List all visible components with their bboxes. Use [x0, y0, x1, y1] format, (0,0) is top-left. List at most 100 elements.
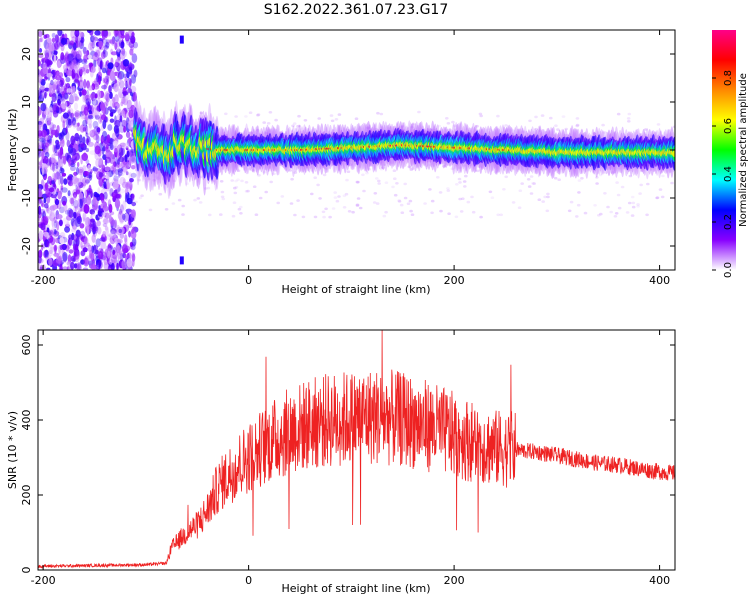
heatmap-faint-speck	[239, 205, 243, 209]
heatmap-noise-speck	[87, 85, 94, 91]
heatmap-noise-speck	[92, 129, 96, 134]
heatmap-faint-speck	[355, 180, 360, 184]
heatmap-noise-speck	[100, 239, 106, 250]
heatmap-noise-speck	[76, 166, 79, 175]
heatmap-noise-speck	[106, 235, 112, 240]
heatmap-noise-speck	[102, 49, 108, 58]
heatmap-noise-speck	[55, 150, 60, 157]
heatmap-noise-speck	[105, 146, 111, 153]
heatmap-noise-speck	[100, 203, 105, 210]
heatmap-noise-speck	[117, 168, 124, 174]
heatmap-noise-speck	[46, 115, 49, 123]
heatmap-faint-speck	[152, 179, 156, 182]
heatmap-noise-speck	[129, 178, 134, 183]
heatmap-faint-speck	[537, 198, 542, 201]
heatmap-faint-speck	[531, 182, 535, 185]
heatmap-noise-speck	[102, 94, 108, 99]
heatmap-faint-speck	[348, 163, 353, 166]
heatmap-noise-speck	[66, 88, 73, 93]
heatmap-noise-speck	[49, 122, 54, 132]
heatmap-faint-speck	[468, 130, 473, 133]
heatmap-noise-speck	[69, 40, 74, 46]
heatmap-faint-speck	[408, 199, 413, 203]
heatmap-faint-speck	[321, 210, 326, 214]
heatmap-noise-speck	[130, 244, 136, 251]
heatmap-faint-speck	[479, 215, 483, 219]
heatmap-faint-speck	[380, 161, 385, 164]
colorbar-tick-label: 0.2	[723, 214, 734, 230]
spectrogram-heatmap	[38, 30, 675, 270]
heatmap-noise-speck	[74, 205, 78, 213]
heatmap-noise-speck	[68, 66, 73, 72]
heatmap-noise-speck	[66, 53, 73, 63]
heatmap-noise-speck	[47, 138, 50, 143]
heatmap-faint-speck	[627, 201, 632, 205]
heatmap-noise-speck	[55, 143, 60, 150]
heatmap-faint-speck	[655, 196, 660, 199]
heatmap-faint-speck	[164, 208, 169, 211]
snr-plot-area	[38, 330, 675, 570]
heatmap-faint-speck	[274, 118, 278, 122]
heatmap-noise-speck	[92, 212, 96, 217]
heatmap-noise-speck	[116, 134, 123, 140]
heatmap-faint-speck	[627, 112, 632, 116]
heatmap-faint-speck	[375, 177, 379, 180]
heatmap-faint-speck	[457, 177, 462, 181]
heatmap-faint-speck	[384, 181, 389, 184]
heatmap-noise-speck	[66, 261, 71, 266]
heatmap-noise-speck	[62, 155, 67, 165]
heatmap-faint-speck	[356, 180, 361, 184]
heatmap-noise-speck	[108, 258, 113, 265]
heatmap-noise-speck	[109, 112, 114, 117]
heatmap-faint-speck	[575, 123, 580, 127]
heatmap-faint-speck	[185, 111, 189, 115]
heatmap-noise-speck	[130, 38, 136, 43]
heatmap-noise-speck	[83, 78, 87, 89]
heatmap-faint-speck	[592, 132, 597, 135]
heatmap-noise-speck	[102, 222, 108, 228]
heatmap-noise-speck	[106, 179, 110, 190]
heatmap-noise-speck	[132, 91, 137, 102]
snr-x-tick-label: -200	[31, 574, 56, 587]
heatmap-noise-speck	[56, 80, 61, 86]
heatmap-noise-speck	[119, 142, 127, 147]
heatmap-noise-speck	[84, 222, 88, 227]
heatmap-noise-speck	[116, 134, 123, 140]
snr-x-tick-label: 200	[444, 574, 465, 587]
heatmap-noise-speck	[64, 226, 71, 233]
heatmap-faint-speck	[172, 179, 177, 183]
heatmap-noise-speck	[131, 193, 135, 201]
heatmap-faint-speck	[526, 178, 531, 181]
heatmap-noise-speck	[43, 198, 47, 204]
heatmap-faint-speck	[181, 204, 185, 208]
heatmap-noise-speck	[119, 115, 123, 123]
heatmap-noise-speck	[38, 122, 44, 132]
heatmap-faint-speck	[614, 212, 619, 215]
heatmap-faint-speck	[529, 192, 534, 195]
heatmap-noise-speck	[104, 91, 110, 101]
heatmap-noise-speck	[40, 216, 47, 226]
heatmap-noise-speck	[96, 220, 101, 227]
heatmap-noise-speck	[110, 262, 115, 270]
heatmap-noise-speck	[103, 181, 107, 189]
heatmap-faint-speck	[656, 123, 661, 126]
heatmap-noise-speck	[116, 262, 119, 270]
heatmap-faint-speck	[206, 186, 211, 190]
heatmap-noise-speck	[96, 258, 100, 266]
heatmap-noise-speck	[96, 73, 99, 83]
heatmap-faint-speck	[504, 124, 508, 127]
heatmap-noise-speck	[92, 34, 97, 44]
heatmap-faint-speck	[256, 174, 261, 177]
heatmap-noise-speck	[70, 261, 75, 270]
heatmap-faint-speck	[439, 209, 443, 213]
heatmap-noise-speck	[41, 145, 48, 150]
heatmap-noise-speck	[127, 121, 132, 130]
heatmap-noise-speck	[38, 130, 43, 137]
heatmap-noise-speck	[114, 42, 118, 50]
heatmap-noise-speck	[81, 112, 85, 120]
heatmap-faint-speck	[146, 118, 151, 122]
snr-y-tick-label: 400	[20, 410, 33, 431]
heatmap-noise-speck	[39, 159, 43, 169]
heatmap-faint-speck	[462, 164, 466, 167]
